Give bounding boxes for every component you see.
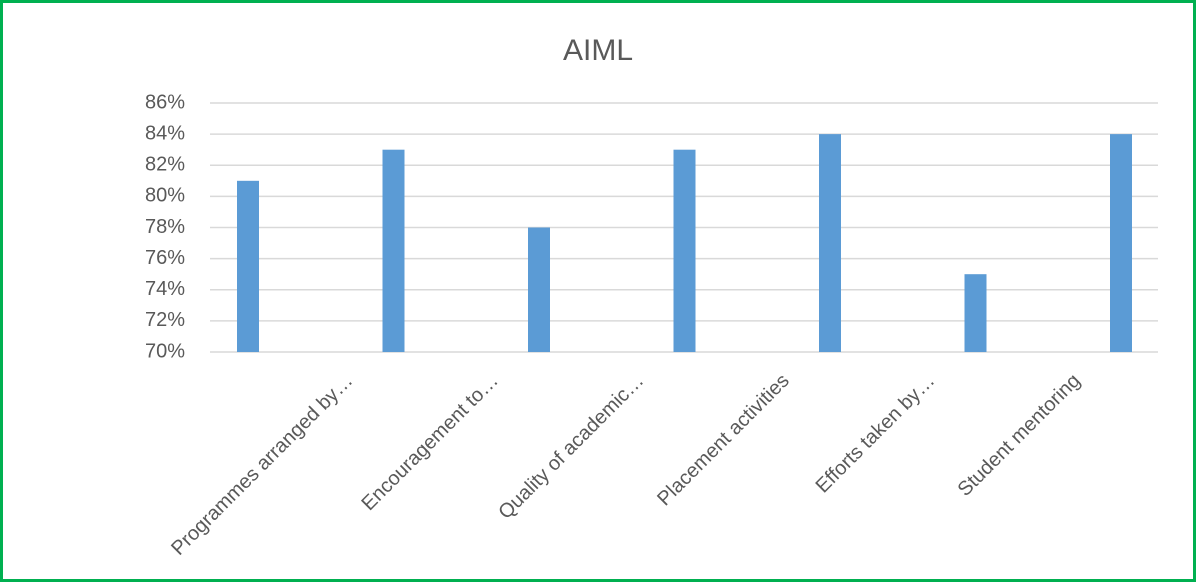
bar <box>237 180 259 352</box>
y-tick-label: 82% <box>145 154 185 176</box>
bar <box>528 227 550 352</box>
y-tick-label: 74% <box>145 278 185 300</box>
y-tick-label: 84% <box>145 122 185 144</box>
x-tick-label: Efforts taken by… <box>812 370 940 498</box>
bar <box>673 149 696 352</box>
y-tick-label: 70% <box>145 340 185 362</box>
y-tick-label: 76% <box>145 247 185 269</box>
y-tick-label: 72% <box>145 309 185 331</box>
x-tick-label: Programmes arranged by… <box>167 370 357 560</box>
bar <box>382 149 405 352</box>
bar <box>964 274 987 352</box>
y-tick-label: 80% <box>145 185 185 207</box>
x-tick-label: Placement activities <box>653 370 794 511</box>
chart-title: AIML <box>563 34 633 67</box>
y-tick-label: 78% <box>145 216 185 238</box>
x-tick-label: Student mentoring <box>954 370 1085 501</box>
x-tick-label: Encouragement to… <box>358 370 503 515</box>
x-tick-label: Quality of academic… <box>494 370 648 524</box>
bar <box>819 134 841 352</box>
bar <box>1110 134 1132 352</box>
y-tick-label: 86% <box>145 91 185 113</box>
